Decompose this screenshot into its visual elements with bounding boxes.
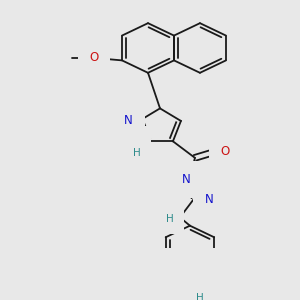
Text: N: N bbox=[130, 138, 139, 151]
Text: O: O bbox=[89, 51, 99, 64]
Text: N: N bbox=[182, 173, 190, 186]
Text: O: O bbox=[185, 285, 195, 298]
Text: H: H bbox=[133, 148, 141, 158]
Text: O: O bbox=[220, 145, 230, 158]
Text: H: H bbox=[166, 214, 174, 224]
Text: H: H bbox=[172, 174, 180, 184]
Text: N: N bbox=[124, 115, 133, 128]
Text: N: N bbox=[205, 193, 214, 206]
Text: H: H bbox=[196, 293, 204, 300]
